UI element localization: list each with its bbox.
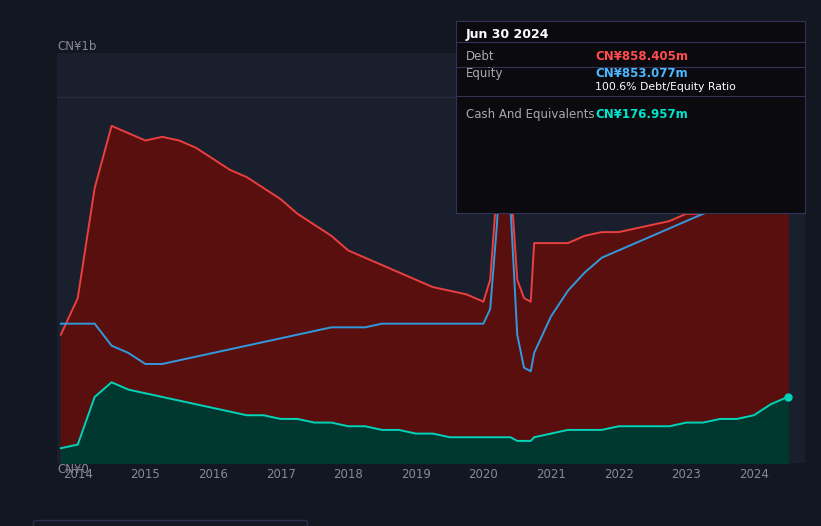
Text: Cash And Equivalents: Cash And Equivalents bbox=[466, 108, 594, 121]
Text: CN¥176.957m: CN¥176.957m bbox=[595, 108, 688, 121]
Text: Equity: Equity bbox=[466, 67, 503, 80]
Text: Debt: Debt bbox=[466, 50, 494, 63]
Text: CN¥1b: CN¥1b bbox=[57, 39, 97, 53]
Text: 100.6% Debt/Equity Ratio: 100.6% Debt/Equity Ratio bbox=[595, 82, 736, 92]
Text: CN¥0: CN¥0 bbox=[57, 463, 89, 476]
Text: CN¥853.077m: CN¥853.077m bbox=[595, 67, 688, 80]
Text: CN¥858.405m: CN¥858.405m bbox=[595, 50, 688, 63]
Legend: Debt, Equity, Cash And Equivalents: Debt, Equity, Cash And Equivalents bbox=[34, 520, 307, 526]
Text: Jun 30 2024: Jun 30 2024 bbox=[466, 28, 549, 41]
